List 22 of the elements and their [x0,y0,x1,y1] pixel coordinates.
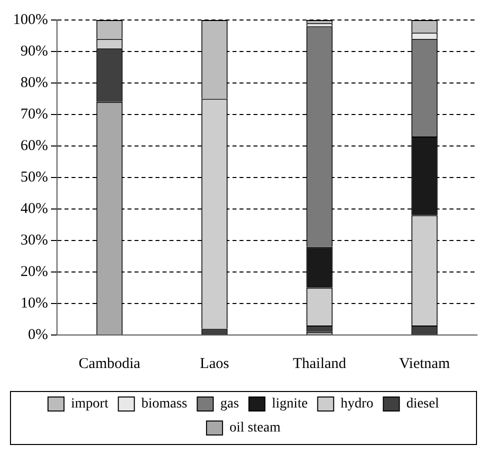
legend-label: oil steam [230,420,281,436]
legend-label: gas [220,396,239,412]
y-tick-label: 80% [20,74,48,91]
legend-label: diesel [406,396,440,412]
legend-label: import [71,396,108,412]
legend-label: lignite [272,396,308,412]
legend-label: biomass [141,396,188,412]
legend-label: hydro [340,396,374,412]
y-tick-label: 70% [20,106,48,122]
y-tick-label: 0% [28,326,48,343]
y-tick-label: 10% [20,295,48,312]
y-tick-label: 20% [20,264,48,280]
x-tick-label: Cambodia [78,356,141,372]
x-tick-label: Thailand [292,356,347,372]
y-tick-label: 90% [20,43,48,60]
y-tick-label: 40% [20,200,48,217]
x-tick-label: Laos [200,356,230,372]
y-tick-label: 50% [20,169,48,186]
y-tick-label: 100% [12,12,48,28]
y-tick-label: 30% [20,232,48,248]
x-tick-label: Vietnam [399,356,450,372]
y-tick-label: 60% [20,138,48,154]
